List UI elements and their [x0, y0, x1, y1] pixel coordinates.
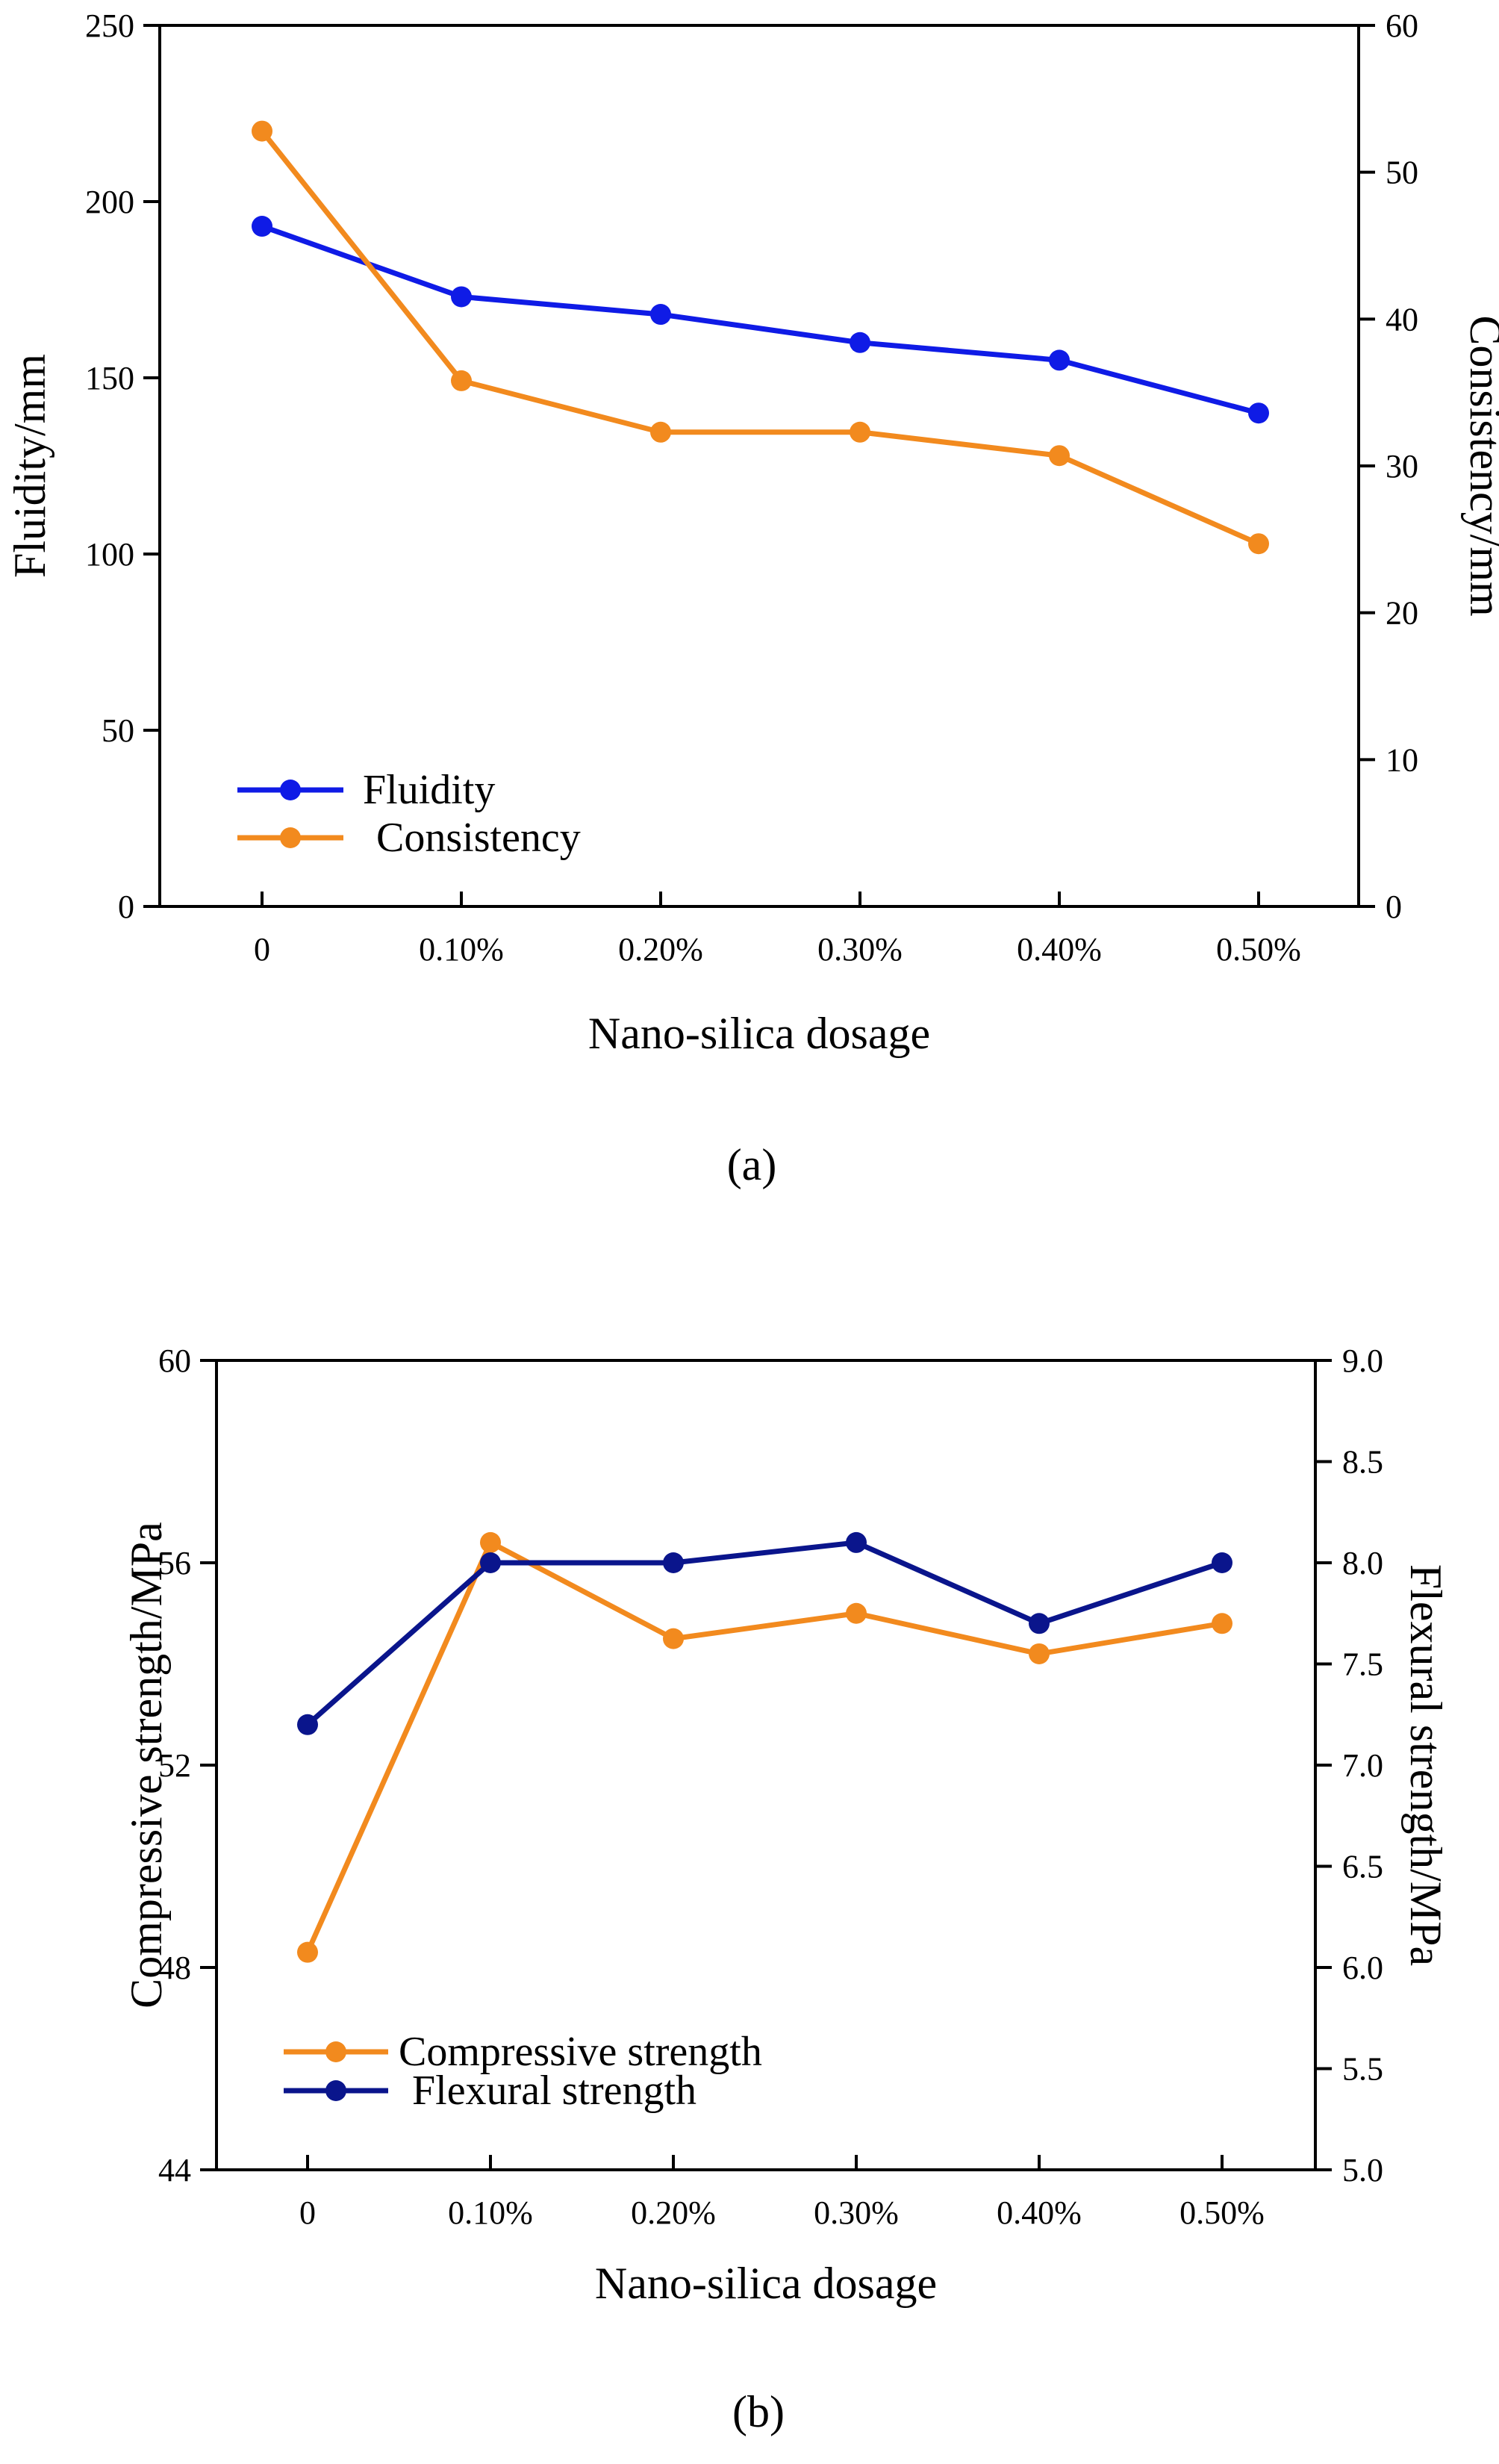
y-right-tick-label: 10 [1386, 741, 1418, 778]
y-right-tick-label: 8.0 [1342, 1545, 1383, 1581]
series-line-fluidity [261, 223, 1259, 416]
y-left-tick-label: 100 [85, 536, 134, 573]
panel-caption: (b) [732, 2387, 785, 2436]
y-right-axis-title: Flexural strength/MPa [1401, 1564, 1450, 1966]
y-left-tick-label: 200 [85, 184, 134, 220]
data-point [1248, 402, 1269, 424]
x-axis-title: Nano-silica dosage [588, 1009, 930, 1058]
panel-a-chart: 0 50 100 150 200 250 0 10 20 30 40 50 60 0 0.10% 0.20% 0… [5, 7, 1499, 1189]
legend-marker [280, 827, 301, 848]
data-point [1212, 1552, 1232, 1573]
x-axis-title: Nano-silica dosage [595, 2259, 937, 2308]
x-tick-label: 0.50% [1179, 2194, 1265, 2231]
y-right-tick-label: 9.0 [1342, 1343, 1383, 1379]
data-point [1029, 1643, 1050, 1664]
data-point [846, 1602, 867, 1624]
x-tick-label: 0.50% [1216, 931, 1301, 968]
y-right-tick-label: 20 [1386, 595, 1418, 632]
x-tick-label: 0.40% [1017, 931, 1102, 968]
y-right-tick-label: 7.0 [1342, 1747, 1383, 1784]
x-tick-label: 0 [254, 931, 270, 968]
legend-label: Consistency [376, 815, 581, 861]
y-right-tick-label: 8.5 [1342, 1444, 1383, 1481]
legend-marker [325, 2041, 346, 2062]
legend-label: Compressive strength [399, 2029, 762, 2075]
data-point [297, 1941, 318, 1963]
data-point [252, 216, 272, 237]
y-left-tick-label: 250 [85, 7, 134, 44]
data-point [451, 286, 472, 308]
y-right-tick-label: 0 [1386, 889, 1402, 925]
panel-caption: (a) [727, 1140, 777, 1189]
y-right-tick-label: 60 [1386, 7, 1418, 44]
x-tick-label: 0.10% [448, 2194, 533, 2231]
series-line-consistency [260, 129, 1260, 547]
data-point [1248, 533, 1269, 555]
data-point [1212, 1613, 1232, 1634]
y-right-tick-label: 40 [1386, 301, 1418, 337]
legend-label: Fluidity [363, 767, 495, 813]
y-right-tick-label: 7.5 [1342, 1646, 1383, 1683]
plot-frame [215, 1359, 1317, 2171]
series-line-flexural-strength [305, 1540, 1224, 1727]
plot-frame [158, 24, 1360, 908]
data-point [252, 120, 272, 142]
y-left-tick-label: 44 [158, 2152, 191, 2188]
series-line-compressive-strength [305, 1540, 1223, 1954]
y-left-tick-label: 56 [158, 1545, 191, 1581]
panel-b-chart: 44 48 52 56 60 5.0 5.5 6.0 6.5 7.0 7.5 8.0 8.5 9.0 0 0.… [122, 1343, 1450, 2436]
data-point [1049, 349, 1070, 371]
x-tick-label: 0.10% [419, 931, 504, 968]
data-point [480, 1552, 501, 1573]
data-point [650, 304, 671, 326]
legend-label: Flexural strength [412, 2068, 696, 2114]
y-left-axis-title: Fluidity/mm [5, 354, 54, 578]
y-left-axis-title: Compressive strength/MPa [122, 1522, 171, 2009]
x-tick-label: 0.20% [618, 931, 703, 968]
data-point [663, 1552, 684, 1573]
x-tick-label: 0.40% [997, 2194, 1082, 2231]
y-left-tick-label: 50 [102, 712, 134, 749]
y-right-tick-label: 5.5 [1342, 2051, 1383, 2088]
legend-marker [325, 2080, 346, 2101]
y-right-tick-label: 6.5 [1342, 1849, 1383, 1885]
y-right-tick-label: 30 [1386, 448, 1418, 485]
data-point [1049, 445, 1070, 467]
x-tick-label: 0.20% [631, 2194, 716, 2231]
data-point [480, 1531, 501, 1553]
y-right-tick-label: 50 [1386, 155, 1418, 191]
y-left-tick-label: 48 [158, 1950, 191, 1986]
data-point [1029, 1613, 1050, 1634]
data-point [846, 1531, 867, 1553]
legend-marker [280, 780, 301, 800]
y-left-tick-label: 60 [158, 1343, 191, 1379]
data-point [297, 1714, 318, 1735]
y-left-tick-label: 0 [118, 889, 134, 925]
y-right-axis-title: Consistency/mm [1461, 315, 1499, 616]
data-point [850, 421, 870, 443]
y-right-tick-label: 5.0 [1342, 2152, 1383, 2188]
data-point [451, 370, 472, 391]
y-left-tick-label: 52 [158, 1747, 191, 1784]
data-point [650, 421, 671, 443]
y-right-tick-label: 6.0 [1342, 1950, 1383, 1986]
x-tick-label: 0.30% [817, 931, 903, 968]
x-tick-label: 0.30% [814, 2194, 899, 2231]
data-point [663, 1628, 684, 1649]
data-point [850, 332, 870, 353]
x-tick-label: 0 [299, 2194, 316, 2231]
y-left-tick-label: 150 [85, 360, 134, 396]
